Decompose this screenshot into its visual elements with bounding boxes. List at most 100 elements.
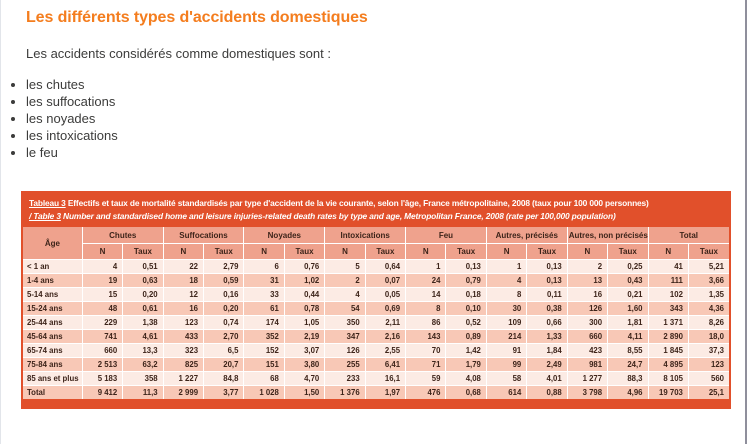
value-cell: 255 bbox=[324, 357, 366, 372]
subcolumn-header: N bbox=[566, 243, 609, 260]
value-cell: 2,19 bbox=[283, 329, 326, 344]
table-caption-fr-label: Tableau 3 bbox=[29, 198, 66, 208]
value-cell: 1 028 bbox=[243, 385, 285, 399]
value-cell: 1,81 bbox=[607, 315, 649, 330]
value-cell: 2 999 bbox=[162, 385, 205, 399]
value-cell: 41 bbox=[647, 259, 689, 274]
value-cell: 433 bbox=[162, 329, 205, 344]
age-cell: 1-4 ans bbox=[23, 273, 83, 288]
value-cell: 59 bbox=[405, 371, 447, 386]
value-cell: 1,42 bbox=[445, 343, 487, 358]
value-cell: 4,70 bbox=[283, 371, 326, 386]
value-cell: 24 bbox=[405, 273, 447, 288]
value-cell: 9 412 bbox=[81, 385, 124, 399]
value-cell: 0,05 bbox=[364, 287, 407, 302]
value-cell: 99 bbox=[485, 357, 528, 372]
value-cell: 4,01 bbox=[526, 371, 568, 386]
age-cell: 85 ans et plus bbox=[23, 371, 83, 386]
subcolumn-header: N bbox=[647, 243, 689, 260]
age-cell: < 1 an bbox=[23, 259, 83, 274]
value-cell: 350 bbox=[324, 315, 366, 330]
table-caption-en-text: Number and standardised home and leisure… bbox=[63, 211, 616, 221]
value-cell: 323 bbox=[162, 343, 205, 358]
age-cell: 65-74 ans bbox=[23, 343, 83, 358]
subcolumn-header: Taux bbox=[687, 243, 729, 260]
value-cell: 0,79 bbox=[445, 273, 487, 288]
value-cell: 0,43 bbox=[607, 273, 649, 288]
value-cell: 4 895 bbox=[647, 357, 689, 372]
value-cell: 0,88 bbox=[526, 385, 568, 399]
value-cell: 0,66 bbox=[526, 315, 568, 330]
value-cell: 233 bbox=[324, 371, 366, 386]
subcolumn-header: N bbox=[162, 243, 205, 260]
value-cell: 19 bbox=[81, 273, 124, 288]
accident-type-item: les noyades bbox=[26, 110, 118, 127]
value-cell: 0,21 bbox=[607, 287, 649, 302]
value-cell: 84,8 bbox=[203, 371, 245, 386]
value-cell: 0,78 bbox=[283, 301, 326, 316]
page-title: Les différents types d'accidents domesti… bbox=[26, 9, 368, 26]
value-cell: 1 376 bbox=[324, 385, 366, 399]
subcolumn-header: N bbox=[405, 243, 447, 260]
value-cell: 0,69 bbox=[364, 301, 407, 316]
accident-type-item: les intoxications bbox=[26, 127, 118, 144]
value-cell: 1 371 bbox=[647, 315, 689, 330]
value-cell: 8 105 bbox=[647, 371, 689, 386]
value-cell: 6,41 bbox=[364, 357, 407, 372]
value-cell: 4 bbox=[81, 259, 124, 274]
value-cell: 2,70 bbox=[203, 329, 245, 344]
value-cell: 4,96 bbox=[607, 385, 649, 399]
subcolumn-header: Taux bbox=[607, 243, 649, 260]
value-cell: 0,74 bbox=[203, 315, 245, 330]
table-3-container: Tableau 3 Effectifs et taux de mortalité… bbox=[21, 191, 731, 409]
value-cell: 3 798 bbox=[566, 385, 609, 399]
value-cell: 347 bbox=[324, 329, 366, 344]
value-cell: 352 bbox=[243, 329, 285, 344]
column-group-header: Suffocations bbox=[162, 227, 245, 244]
value-cell: 0,44 bbox=[283, 287, 326, 302]
value-cell: 4 bbox=[485, 273, 528, 288]
value-cell: 13,3 bbox=[122, 343, 164, 358]
value-cell: 0,25 bbox=[607, 259, 649, 274]
value-cell: 6,5 bbox=[203, 343, 245, 358]
value-cell: 0,13 bbox=[526, 273, 568, 288]
value-cell: 1 bbox=[405, 259, 447, 274]
value-cell: 22 bbox=[162, 259, 205, 274]
value-cell: 981 bbox=[566, 357, 609, 372]
value-cell: 48 bbox=[81, 301, 124, 316]
value-cell: 126 bbox=[566, 301, 609, 316]
value-cell: 15 bbox=[81, 287, 124, 302]
value-cell: 11,3 bbox=[122, 385, 164, 399]
value-cell: 0,11 bbox=[526, 287, 568, 302]
value-cell: 123 bbox=[687, 357, 729, 372]
accident-type-item: les chutes bbox=[26, 76, 118, 93]
value-cell: 0,89 bbox=[445, 329, 487, 344]
value-cell: 126 bbox=[324, 343, 366, 358]
column-group-header: Feu bbox=[405, 227, 487, 244]
value-cell: 0,64 bbox=[364, 259, 407, 274]
column-group-header: Noyades bbox=[243, 227, 326, 244]
subcolumn-header: N bbox=[324, 243, 366, 260]
value-cell: 1,33 bbox=[526, 329, 568, 344]
value-cell: 152 bbox=[243, 343, 285, 358]
table-row: 15-24 ans 48 0,61 16 0,20 61 0,78 54 0,69 8 0,10 30… bbox=[23, 301, 729, 316]
value-cell: 12 bbox=[162, 287, 205, 302]
value-cell: 16 bbox=[162, 301, 205, 316]
subcolumn-header: Taux bbox=[445, 243, 487, 260]
table-row: 5-14 ans 15 0,20 12 0,16 33 0,44 4 0,05 14 0,18 8 0,… bbox=[23, 287, 729, 302]
table-caption-fr-text: Effectifs et taux de mortalité standardi… bbox=[67, 198, 649, 208]
value-cell: 102 bbox=[647, 287, 689, 302]
age-cell: 25-44 ans bbox=[23, 315, 83, 330]
value-cell: 8 bbox=[485, 287, 528, 302]
value-cell: 1,97 bbox=[364, 385, 407, 399]
value-cell: 1,02 bbox=[283, 273, 326, 288]
value-cell: 31 bbox=[243, 273, 285, 288]
value-cell: 6 bbox=[243, 259, 285, 274]
column-group-header: Autres, précisés bbox=[485, 227, 568, 244]
table-row: < 1 an 4 0,51 22 2,79 6 0,76 5 0,64 1 0,13 1 0,13 2 0,… bbox=[23, 259, 729, 274]
value-cell: 1,05 bbox=[283, 315, 326, 330]
value-cell: 0,51 bbox=[122, 259, 164, 274]
table-row: Total 9 412 11,3 2 999 3,77 1 028 1,50 1 376 1,9… bbox=[23, 385, 729, 399]
table-row: 65-74 ans 660 13,3 323 6,5 152 3,07 126 2,55 70 1,… bbox=[23, 343, 729, 358]
table-caption-english: / Table 3 Number and standardised home a… bbox=[29, 210, 723, 222]
